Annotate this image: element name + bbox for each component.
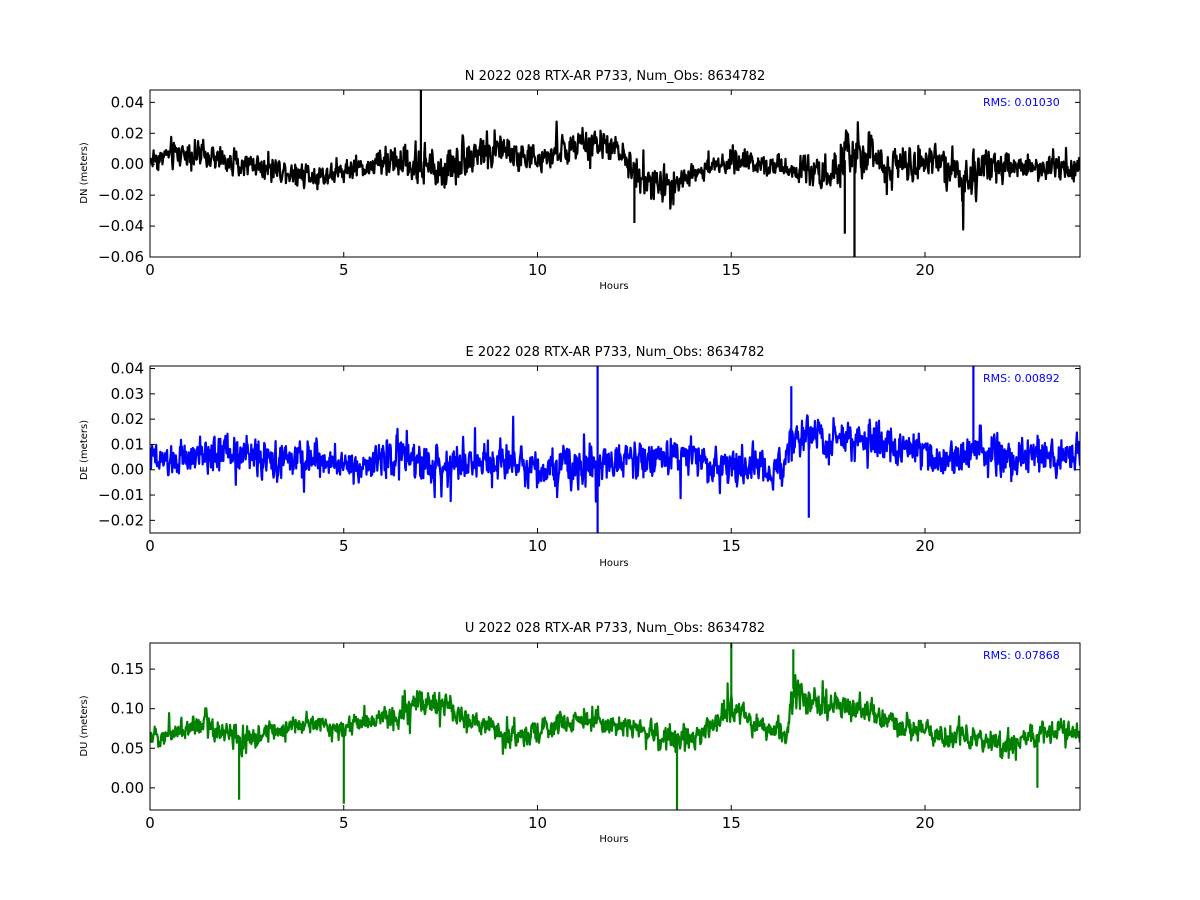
axes-frame: [149, 365, 1081, 534]
x-tick-label: 0: [145, 261, 155, 279]
x-tick-label: 15: [722, 537, 741, 555]
y-tick-label: −0.06: [98, 248, 144, 266]
series-du: [150, 643, 1080, 810]
x-tick-label: 15: [722, 261, 741, 279]
tick-group: 0 5 10 15 20 −0.02 −0.01 0.00 0.01 0.02 0.03 0.04: [98, 360, 1080, 555]
y-tick-label: 0.02: [111, 124, 144, 142]
y-tick-label: −0.02: [98, 186, 144, 204]
series-line: [150, 414, 1080, 503]
x-axis-label: Hours: [599, 558, 628, 569]
x-tick-label: 20: [915, 537, 934, 555]
tick-group: 0 5 10 15 20 −0.06 −0.04 −0.02 0.00 0.02 0.04: [98, 90, 1080, 279]
y-tick-label: −0.04: [98, 217, 144, 235]
axes-frame: [149, 89, 1081, 258]
plot-title: E 2022 028 RTX-AR P733, Num_Obs: 8634782: [466, 345, 765, 360]
y-tick-label: 0.03: [111, 385, 144, 403]
plot-title: N 2022 028 RTX-AR P733, Num_Obs: 8634782: [465, 69, 765, 84]
x-tick-label: 5: [339, 261, 349, 279]
rms-annotation: RMS: 0.00892: [983, 372, 1060, 385]
series-de: [150, 366, 1080, 533]
axes-frame: [149, 642, 1081, 811]
x-tick-label: 0: [145, 814, 155, 832]
x-tick-label: 5: [339, 814, 349, 832]
x-tick-label: 0: [145, 537, 155, 555]
y-axis-label: DE (meters): [79, 420, 90, 480]
x-axis-label: Hours: [599, 834, 628, 845]
series-line: [150, 673, 1080, 762]
subplot-east: E 2022 028 RTX-AR P733, Num_Obs: 8634782…: [79, 345, 1081, 569]
x-tick-label: 10: [528, 537, 547, 555]
y-axis-label: DU (meters): [79, 695, 90, 756]
y-tick-label: 0.10: [111, 700, 144, 718]
y-tick-label: 0.01: [111, 435, 144, 453]
x-tick-label: 10: [528, 261, 547, 279]
y-tick-label: 0.04: [111, 93, 144, 111]
y-tick-label: 0.02: [111, 410, 144, 428]
rms-annotation: RMS: 0.07868: [983, 649, 1060, 662]
y-tick-label: 0.00: [111, 461, 144, 479]
subplot-north: N 2022 028 RTX-AR P733, Num_Obs: 8634782…: [79, 69, 1081, 292]
y-tick-label: 0.00: [111, 155, 144, 173]
x-tick-label: 20: [915, 261, 934, 279]
x-axis-label: Hours: [599, 281, 628, 292]
y-tick-label: −0.01: [98, 486, 144, 504]
plot-title: U 2022 028 RTX-AR P733, Num_Obs: 8634782: [465, 621, 765, 636]
y-tick-label: 0.04: [111, 360, 144, 378]
tick-group: 0 5 10 15 20 0.00 0.05 0.10 0.15: [111, 643, 1080, 832]
x-tick-label: 15: [722, 814, 741, 832]
x-tick-label: 5: [339, 537, 349, 555]
y-tick-label: 0.05: [111, 739, 144, 757]
y-tick-label: 0.15: [111, 660, 144, 678]
rms-annotation: RMS: 0.01030: [983, 96, 1060, 109]
y-axis-label: DN (meters): [79, 142, 90, 204]
series-line: [150, 120, 1080, 231]
y-tick-label: −0.02: [98, 511, 144, 529]
series-dn: [150, 90, 1080, 257]
x-tick-label: 20: [915, 814, 934, 832]
x-tick-label: 10: [528, 814, 547, 832]
y-tick-label: 0.00: [111, 779, 144, 797]
subplot-up: U 2022 028 RTX-AR P733, Num_Obs: 8634782…: [79, 621, 1081, 845]
